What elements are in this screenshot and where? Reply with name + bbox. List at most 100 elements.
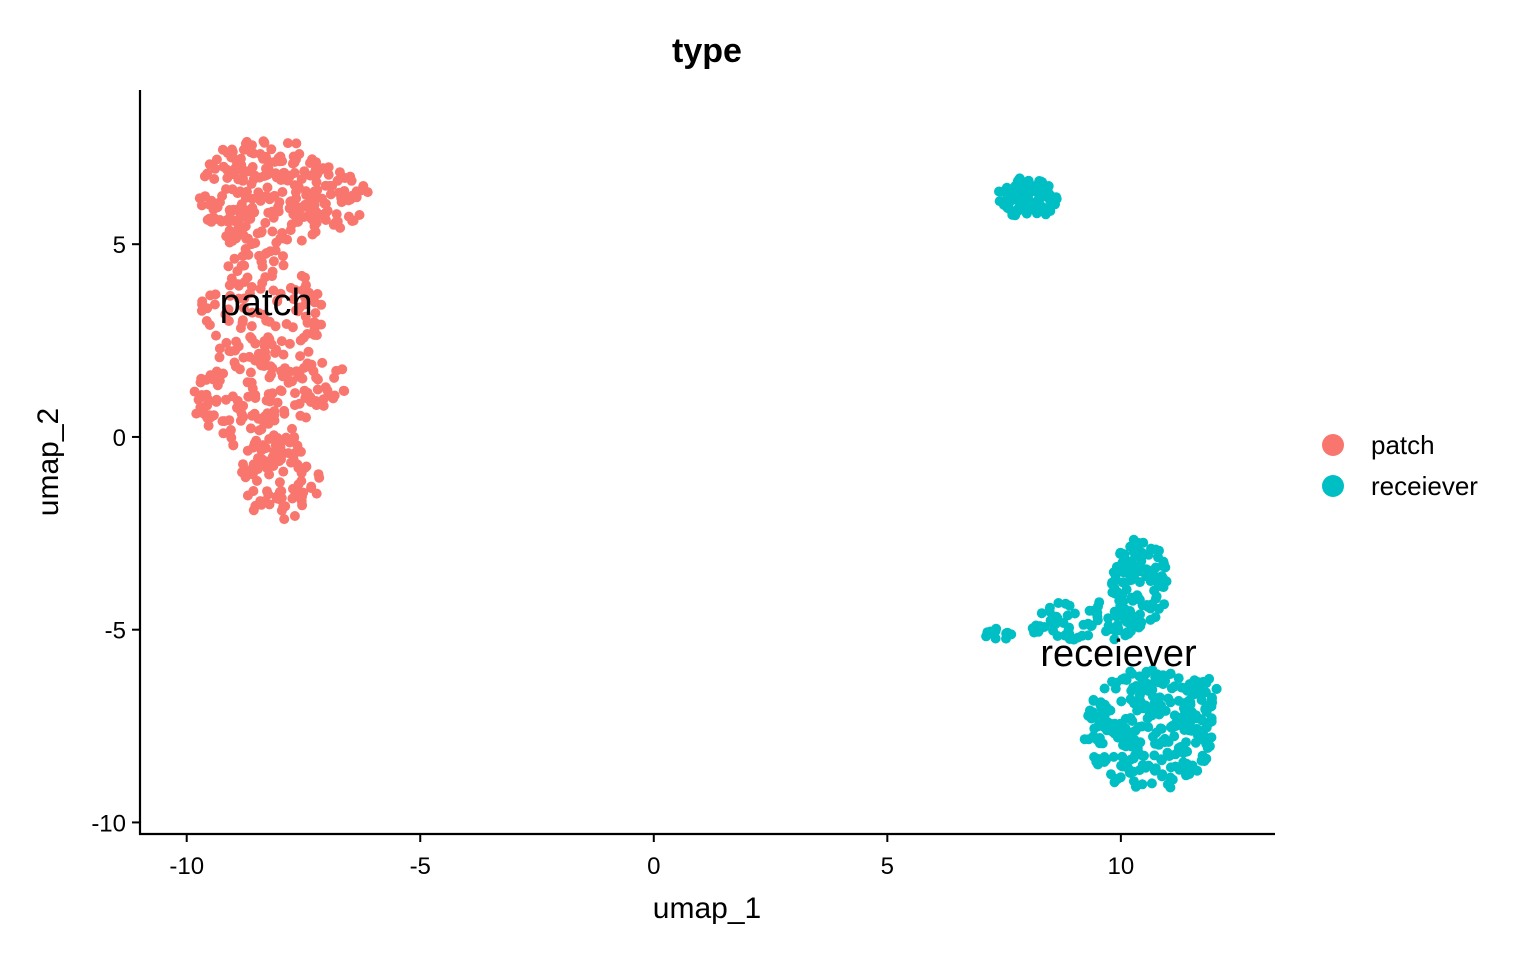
data-point [1094, 597, 1105, 608]
x-tick-label: -10 [169, 853, 204, 880]
data-point [1046, 615, 1057, 626]
data-point [238, 302, 249, 313]
data-point [288, 294, 299, 305]
data-point [277, 187, 288, 197]
data-point [1183, 725, 1194, 736]
data-point [198, 408, 209, 419]
data-point [1023, 175, 1034, 186]
data-point [269, 156, 280, 167]
data-point [1137, 760, 1148, 770]
data-point [270, 347, 280, 358]
chart-title: type [672, 32, 742, 70]
data-point [1143, 722, 1154, 733]
data-point [1017, 188, 1028, 199]
data-point [243, 206, 254, 217]
data-point [1119, 673, 1130, 684]
data-point [1019, 202, 1030, 213]
data-point [224, 225, 235, 236]
data-point [1169, 731, 1180, 742]
data-point [256, 256, 267, 267]
data-point [242, 377, 253, 388]
data-point [237, 467, 247, 478]
data-point [218, 428, 229, 439]
data-point [1200, 703, 1211, 714]
data-point [276, 336, 287, 347]
data-point [256, 226, 267, 237]
data-point [287, 158, 298, 169]
data-point [1052, 631, 1063, 641]
data-point [990, 626, 1001, 636]
data-point [1116, 607, 1126, 618]
data-point [290, 388, 300, 399]
data-point [1099, 752, 1110, 762]
y-tick-label: -5 [105, 618, 126, 645]
data-point [288, 209, 299, 220]
data-point [1128, 776, 1139, 787]
data-point [312, 384, 323, 395]
data-point [1137, 779, 1148, 790]
data-point [250, 393, 261, 403]
data-point [299, 362, 309, 373]
data-point [1173, 673, 1184, 684]
data-point [238, 459, 248, 470]
data-point [1188, 685, 1198, 696]
data-point [1178, 747, 1189, 758]
data-point [274, 477, 285, 488]
data-point [223, 304, 234, 315]
data-point [255, 149, 266, 159]
data-point [1129, 750, 1140, 761]
data-point [318, 400, 329, 411]
data-point [244, 351, 255, 362]
data-point [199, 171, 210, 182]
data-point [1118, 740, 1128, 751]
data-point [1110, 683, 1121, 694]
data-point [272, 295, 283, 306]
data-point [215, 197, 225, 208]
data-point [1149, 765, 1160, 776]
data-point [356, 185, 366, 196]
data-point [1155, 723, 1166, 734]
data-point [238, 173, 248, 184]
data-point [224, 205, 235, 215]
legend-label: patch [1371, 430, 1435, 460]
data-point [196, 305, 207, 316]
data-point [292, 440, 303, 451]
data-point [229, 253, 240, 264]
data-point [312, 185, 323, 196]
data-point [276, 386, 287, 397]
y-ticks: -10 -5 0 5 [91, 232, 140, 837]
data-point [300, 199, 310, 210]
cluster-label: receiever [1040, 633, 1197, 675]
data-point [260, 496, 271, 506]
data-point [221, 337, 232, 348]
data-point [312, 374, 323, 385]
data-point [297, 491, 307, 502]
data-point [307, 154, 318, 165]
data-point [263, 207, 274, 218]
data-point [246, 178, 257, 189]
data-point [1137, 750, 1148, 761]
data-point [320, 180, 331, 191]
data-point [295, 351, 306, 362]
data-point [247, 410, 258, 421]
data-point [1134, 538, 1144, 548]
data-point [1086, 713, 1097, 724]
data-point [233, 220, 244, 231]
data-point [246, 321, 257, 332]
data-point [1165, 669, 1176, 680]
data-point [311, 488, 322, 499]
data-point [311, 177, 322, 188]
data-point [280, 369, 291, 380]
data-point [300, 299, 311, 310]
data-point [209, 299, 220, 310]
data-point [1059, 630, 1070, 641]
data-point [210, 163, 221, 174]
data-point [1201, 739, 1212, 750]
data-point [1037, 202, 1048, 213]
data-point [1149, 750, 1160, 761]
data-point [255, 195, 266, 206]
data-point [267, 266, 278, 277]
data-point [281, 435, 291, 445]
data-point [291, 305, 302, 316]
